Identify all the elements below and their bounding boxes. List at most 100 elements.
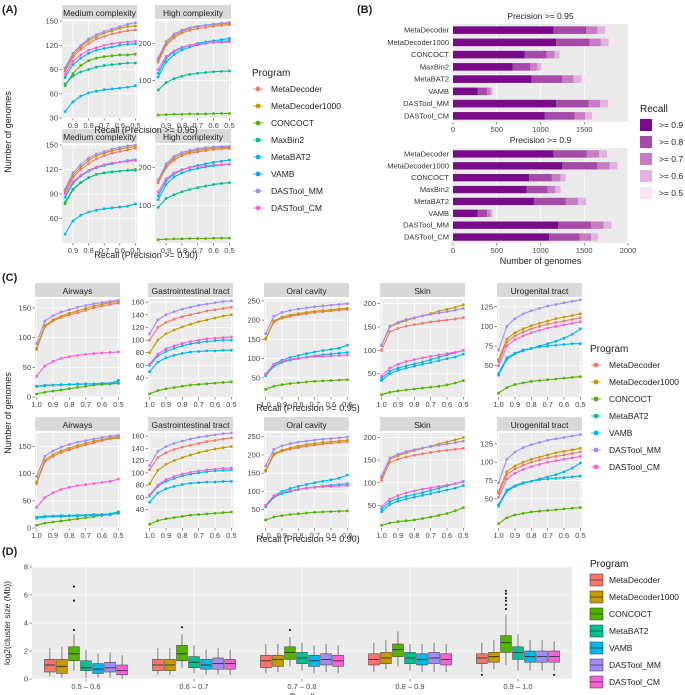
- data-point-CONCOCT: [172, 386, 176, 389]
- data-point-DASTool_CM: [329, 354, 333, 358]
- series-line-CONCOCT: [158, 112, 230, 116]
- data-point-MetaDecoder: [189, 443, 192, 447]
- data-point-VAMB: [546, 342, 550, 346]
- data-point-MetaDecoder1000: [180, 325, 184, 329]
- category-label: VAMB: [428, 209, 449, 218]
- data-point-DASTool_CM: [156, 68, 160, 71]
- data-point-DASTool_MM: [212, 22, 215, 26]
- data-point-MaxBin2: [180, 74, 184, 78]
- data-point-MetaDecoder1000: [213, 316, 217, 320]
- data-point-CONCOCT: [156, 519, 160, 523]
- data-point-MetaDecoder1000: [562, 449, 566, 453]
- data-point-MetaDecoder: [578, 450, 582, 454]
- data-point-MetaDecoder1000: [92, 439, 96, 443]
- x-tick-label: 500: [490, 246, 503, 255]
- data-point-MetaBAT2: [421, 491, 424, 495]
- data-point-MetaDecoder: [164, 320, 168, 324]
- box-DASTool_MM: [104, 661, 116, 673]
- legend-label: DASTool_MM: [609, 445, 661, 455]
- data-point-DASTool_CM: [84, 352, 88, 356]
- data-point-MetaDecoder: [421, 321, 424, 325]
- legend-label: MetaDecoder1000: [271, 101, 341, 111]
- data-point-DASTool_MM: [538, 307, 541, 310]
- data-point-VAMB: [429, 361, 433, 364]
- y-tick-label: 200: [138, 163, 151, 172]
- data-point-CONCOCT: [570, 376, 574, 379]
- x-tick-label: 0.6: [115, 121, 125, 130]
- data-point-DASTool_MM: [196, 24, 200, 28]
- legend-title: Program: [252, 68, 290, 79]
- data-point-DASTool_CM: [71, 180, 75, 184]
- data-point-MetaDecoder1000: [197, 451, 201, 455]
- data-point-MetaDecoder: [453, 447, 457, 451]
- data-point-VAMB: [172, 53, 176, 56]
- series-line-MetaDecoder: [64, 29, 136, 72]
- panel-B-95: Precision >= 0.95 0 500 1000 1500 MetaDecoder…: [387, 11, 628, 134]
- data-point-VAMB: [437, 490, 441, 494]
- data-point-MetaDecoder1000: [461, 436, 465, 439]
- data-point-DASTool_CM: [188, 43, 192, 47]
- data-point-DASTool_CM: [272, 494, 276, 498]
- data-point-MetaDecoder1000: [529, 457, 533, 461]
- data-point-DASTool_MM: [180, 439, 184, 443]
- data-point-MaxBin2: [188, 188, 192, 191]
- data-point-DASTool_MM: [546, 438, 550, 442]
- data-point-VAMB: [505, 357, 509, 361]
- data-point-MetaDecoder: [546, 456, 550, 460]
- data-point-DASTool_CM: [156, 483, 160, 487]
- x-tick-label: 0.9: [393, 531, 403, 540]
- data-point-DASTool_MM: [164, 445, 168, 448]
- data-point-CONCOCT: [180, 384, 184, 388]
- data-point-MetaBAT2: [570, 475, 574, 479]
- x-tick-label: 1.0: [31, 531, 41, 540]
- data-point-DASTool_CM: [554, 459, 558, 463]
- x-tick-label: 0.7: [99, 121, 109, 130]
- data-point-MetaBAT2: [388, 369, 392, 373]
- data-point-VAMB: [296, 484, 300, 488]
- series-line-MetaDecoder1000: [64, 146, 136, 191]
- category-label: DASTool_CM: [404, 233, 449, 242]
- data-point-VAMB: [108, 513, 112, 517]
- panel-title: High complexity: [163, 132, 224, 142]
- data-point-DASTool_MM: [461, 306, 465, 310]
- data-point-MetaDecoder: [562, 453, 566, 457]
- data-point-CONCOCT: [280, 383, 284, 387]
- data-point-CONCOCT: [529, 379, 533, 383]
- data-point-MetaDecoder1000: [205, 318, 209, 322]
- data-point-DASTool_MM: [156, 56, 160, 60]
- y-tick-label: 150: [45, 141, 58, 150]
- bar-segment: [453, 38, 557, 47]
- data-point-MetaDecoder: [546, 322, 550, 326]
- bar-segment: [553, 150, 587, 158]
- y-tick-label: 75: [485, 476, 493, 485]
- data-point-MaxBin2: [212, 70, 215, 74]
- data-point-DASTool_CM: [100, 351, 104, 355]
- data-point-VAMB: [461, 484, 465, 487]
- data-point-DASTool_CM: [538, 463, 541, 466]
- data-point-VAMB: [321, 479, 325, 483]
- y-tick-label: 100: [363, 478, 376, 487]
- legend-panel-d: Program MetaDecoder MetaDecoder1000 CONCOCT…: [589, 559, 679, 689]
- data-point-DASTool_CM: [180, 168, 184, 171]
- data-point-DASTool_MM: [51, 449, 55, 453]
- data-point-DASTool_MM: [497, 348, 501, 352]
- category-label: CONCOCT: [411, 50, 449, 59]
- data-point-DASTool_MM: [578, 298, 582, 302]
- x-tick-label: 0.5: [113, 400, 123, 409]
- data-point-CONCOCT: [404, 388, 408, 392]
- category-label: DASTool_MM: [403, 221, 449, 230]
- data-point-MetaBAT2: [380, 376, 384, 380]
- data-point-CONCOCT: [197, 513, 201, 516]
- data-point-DASTool_MM: [521, 446, 525, 450]
- data-point-MetaDecoder1000: [59, 449, 63, 453]
- data-point-MetaDecoder: [148, 468, 152, 472]
- data-point-MetaDecoder: [156, 326, 160, 329]
- bar-segment: [490, 209, 493, 217]
- data-point-MetaDecoder: [578, 316, 582, 320]
- x-tick-label: 0.9: [277, 400, 287, 409]
- legend-label: DASTool_CM: [609, 462, 660, 472]
- box-MetaDecoder: [476, 653, 488, 664]
- data-point-DASTool_MM: [313, 305, 317, 309]
- data-point-DASTool_MM: [204, 23, 208, 27]
- x-tick-label: 0.7: [425, 400, 435, 409]
